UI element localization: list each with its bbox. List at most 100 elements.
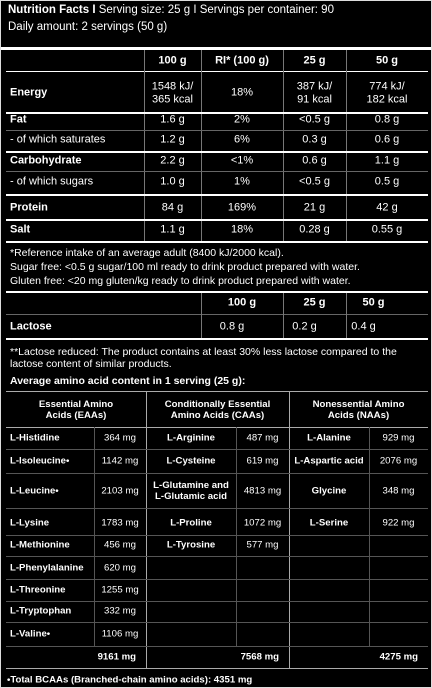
column-rule — [146, 391, 147, 669]
cell-value: 0.2 g — [292, 320, 317, 333]
footnote: *Reference intake of an average adult (8… — [10, 246, 284, 259]
row-label: Salt — [10, 223, 31, 236]
cell-value: 21 g — [303, 201, 326, 214]
amino-amount: 620 mg — [104, 562, 136, 574]
rule — [6, 151, 428, 153]
cell-value: 0.4 g — [351, 320, 376, 333]
cell-value: 42 g — [376, 201, 398, 214]
amino-total: 9161 mg — [97, 651, 136, 663]
cell-value: 0.8 g — [374, 113, 400, 126]
column-rule — [144, 50, 145, 241]
amino-amount: 619 mg — [246, 455, 279, 467]
rule — [6, 112, 428, 114]
amino-name: L-Methionine — [10, 539, 70, 551]
row-label: Fat — [10, 113, 27, 126]
amino-amount: 487 mg — [246, 432, 279, 444]
amino-name: L-Threonine — [10, 584, 66, 596]
cell-value: 2.2 g — [160, 154, 185, 167]
cell-value: 18% — [230, 86, 254, 99]
amino-name: L-Tryptophan — [10, 605, 72, 617]
amino-amount: 577 mg — [246, 539, 279, 551]
group-header: Conditionally Essential Amino Acids (CAA… — [164, 398, 271, 421]
cell-value: 1548 kJ/ 365 kcal — [151, 80, 194, 105]
column-rule — [283, 293, 284, 338]
daily-amount: Daily amount: 2 servings (50 g) — [8, 21, 168, 33]
amino-name: L-Arginine — [167, 432, 215, 444]
rule — [6, 556, 428, 557]
column-rule — [201, 293, 202, 338]
amino-amount: 1072 mg — [243, 517, 282, 529]
rule — [6, 579, 428, 580]
amino-name: L-Isoleucine• — [10, 455, 70, 467]
amino-amount: 1142 mg — [101, 455, 139, 467]
column-rule — [346, 50, 347, 241]
cell-value: 1.0 g — [160, 175, 185, 188]
column-header: 50 g — [362, 296, 385, 309]
rule — [6, 449, 428, 450]
row-label: Carbohydrate — [10, 154, 82, 167]
cell-value: 774 kJ/ 182 kcal — [366, 80, 408, 105]
rule — [6, 171, 428, 172]
cell-value: 0.6 g — [374, 133, 400, 146]
amino-name: L-Phenylalanine — [10, 562, 84, 574]
cell-value: <0.5 g — [299, 113, 330, 126]
rule — [6, 668, 428, 669]
header-line: Nutrition Facts I Serving size: 25 g I S… — [8, 4, 334, 16]
row-label: - of which saturates — [10, 133, 106, 146]
amino-title: Average amino acid content in 1 serving … — [10, 374, 246, 387]
amino-amount: 332 mg — [104, 605, 136, 617]
amino-amount: 2103 mg — [101, 485, 139, 497]
bcaa-total: •Total BCAAs (Branched-chain amino acids… — [7, 674, 253, 686]
amino-name: L-Proline — [170, 517, 212, 529]
rule — [6, 508, 428, 509]
amino-amount: 1106 mg — [101, 628, 139, 640]
cell-value: 6% — [234, 133, 250, 146]
column-rule — [289, 391, 290, 669]
amino-name: L-Valine• — [10, 628, 51, 640]
cell-value: 1% — [234, 175, 250, 188]
amino-amount: 1255 mg — [101, 584, 139, 596]
column-header: 100 g — [227, 296, 257, 309]
cell-value: 84 g — [161, 201, 184, 214]
rule — [6, 194, 428, 196]
amino-name: Glycine — [311, 485, 347, 497]
column-rule — [283, 50, 284, 241]
column-rule — [94, 427, 95, 646]
column-header: 25 g — [303, 296, 326, 309]
amino-name: L-Alanine — [307, 432, 351, 444]
rule — [6, 622, 428, 623]
cell-value: 2% — [234, 113, 250, 126]
amino-amount: 348 mg — [382, 485, 415, 497]
cell-value: 387 kJ/ 91 kcal — [296, 80, 333, 105]
rule — [6, 391, 428, 392]
rule — [6, 535, 428, 536]
cell-value: 0.55 g — [371, 223, 403, 236]
group-header: Essential Amino Acids (EAAs) — [38, 398, 114, 421]
amino-name: L-Cysteine — [166, 455, 216, 467]
amino-name: L-Tyrosine — [166, 539, 216, 551]
rule — [6, 601, 428, 602]
amino-amount: 929 mg — [382, 432, 415, 444]
cell-value: 0.3 g — [302, 133, 327, 146]
column-header: 25 g — [303, 54, 326, 67]
amino-total: 7568 mg — [240, 651, 279, 663]
column-rule — [369, 427, 370, 646]
amino-name: L-Lysine — [10, 517, 50, 529]
serving-info: Serving size: 25 g I Servings per contai… — [98, 4, 334, 16]
cell-value: 1.6 g — [160, 113, 185, 126]
rule — [6, 427, 428, 428]
group-header: Nonessential Amino Acids (NAAs) — [312, 398, 405, 421]
rule — [6, 291, 428, 293]
column-rule — [236, 427, 237, 646]
amino-name: L-Leucine• — [10, 485, 59, 497]
cell-value: 0.5 g — [374, 175, 400, 188]
cell-value: 0.6 g — [302, 154, 327, 167]
row-label: - of which sugars — [10, 175, 94, 188]
row-label: Protein — [10, 201, 48, 214]
rule — [6, 219, 428, 221]
amino-name: L-Aspartic acid — [294, 455, 364, 467]
column-header: 50 g — [375, 54, 398, 67]
column-rule — [346, 293, 347, 338]
amino-name: L-Glutamine and L-Glutamic acid — [153, 479, 229, 502]
cell-value: 1.2 g — [160, 133, 185, 146]
